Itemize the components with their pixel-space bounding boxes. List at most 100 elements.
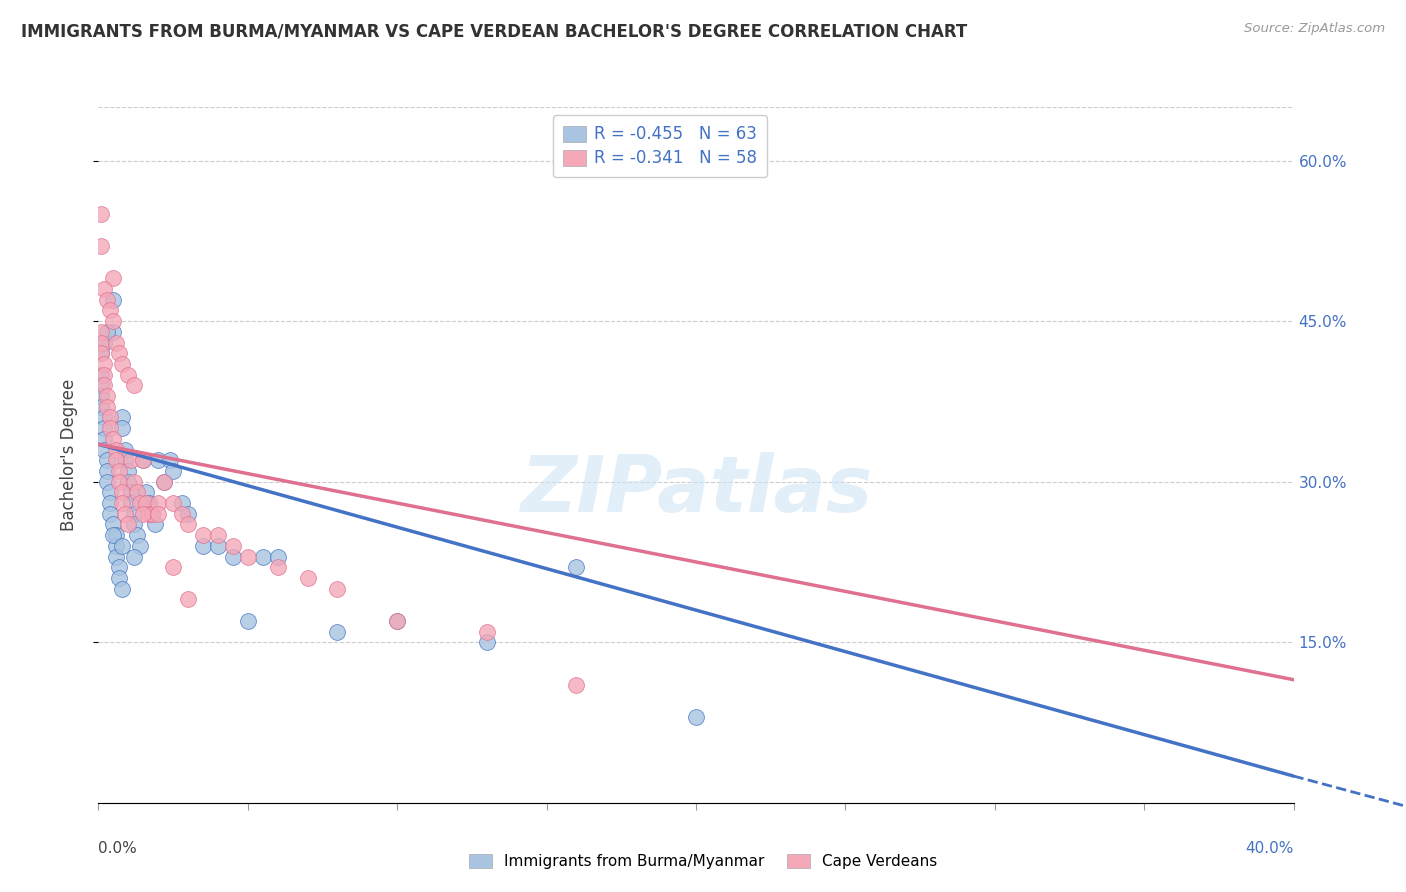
- Point: [90, 239, 112, 253]
- Point: [385, 614, 409, 628]
- Point: [172, 496, 194, 510]
- Point: [111, 539, 134, 553]
- Point: [326, 624, 349, 639]
- Point: [105, 528, 128, 542]
- Point: [117, 464, 139, 478]
- Point: [96, 475, 118, 489]
- Point: [124, 378, 146, 392]
- Point: [120, 485, 142, 500]
- Point: [162, 464, 184, 478]
- Legend: R = -0.455   N = 63, R = -0.341   N = 58: R = -0.455 N = 63, R = -0.341 N = 58: [553, 115, 768, 178]
- Point: [117, 517, 139, 532]
- Point: [222, 549, 245, 564]
- Point: [103, 432, 125, 446]
- Point: [96, 389, 118, 403]
- Point: [129, 539, 152, 553]
- Point: [90, 389, 112, 403]
- Point: [124, 507, 146, 521]
- Point: [385, 614, 409, 628]
- Point: [93, 368, 115, 382]
- Point: [111, 410, 134, 425]
- Point: [153, 475, 176, 489]
- Point: [100, 496, 122, 510]
- Point: [100, 421, 122, 435]
- Point: [127, 528, 149, 542]
- Point: [132, 453, 155, 467]
- Point: [141, 507, 163, 521]
- Point: [159, 453, 181, 467]
- Point: [105, 442, 128, 457]
- Point: [93, 335, 115, 350]
- Point: [117, 475, 139, 489]
- Point: [114, 507, 136, 521]
- Point: [96, 325, 118, 339]
- Point: [103, 528, 125, 542]
- Point: [93, 282, 115, 296]
- Point: [120, 496, 142, 510]
- Point: [108, 571, 131, 585]
- Point: [148, 507, 170, 521]
- Point: [90, 346, 112, 360]
- Point: [297, 571, 319, 585]
- Point: [177, 507, 200, 521]
- Point: [191, 528, 214, 542]
- Point: [90, 207, 112, 221]
- Point: [100, 410, 122, 425]
- Point: [148, 496, 170, 510]
- Legend: Immigrants from Burma/Myanmar, Cape Verdeans: Immigrants from Burma/Myanmar, Cape Verd…: [463, 848, 943, 875]
- Point: [105, 453, 128, 467]
- Point: [162, 560, 184, 574]
- Point: [141, 507, 163, 521]
- Point: [124, 549, 146, 564]
- Point: [96, 293, 118, 307]
- Point: [565, 560, 588, 574]
- Text: IMMIGRANTS FROM BURMA/MYANMAR VS CAPE VERDEAN BACHELOR'S DEGREE CORRELATION CHAR: IMMIGRANTS FROM BURMA/MYANMAR VS CAPE VE…: [21, 22, 967, 40]
- Point: [93, 357, 115, 371]
- Point: [267, 549, 290, 564]
- Point: [93, 410, 115, 425]
- Point: [138, 507, 160, 521]
- Point: [326, 582, 349, 596]
- Point: [236, 614, 259, 628]
- Point: [100, 303, 122, 318]
- Point: [93, 421, 115, 435]
- Point: [162, 496, 184, 510]
- Point: [105, 539, 128, 553]
- Point: [207, 528, 229, 542]
- Point: [132, 507, 155, 521]
- Point: [90, 400, 112, 414]
- Text: Source: ZipAtlas.com: Source: ZipAtlas.com: [1244, 22, 1385, 36]
- Text: 40.0%: 40.0%: [1246, 841, 1294, 856]
- Point: [90, 368, 112, 382]
- Point: [191, 539, 214, 553]
- Point: [103, 293, 125, 307]
- Point: [93, 378, 115, 392]
- Point: [103, 325, 125, 339]
- Point: [103, 271, 125, 285]
- Point: [108, 346, 131, 360]
- Point: [90, 346, 112, 360]
- Point: [222, 539, 245, 553]
- Point: [252, 549, 274, 564]
- Point: [111, 582, 134, 596]
- Point: [207, 539, 229, 553]
- Point: [93, 442, 115, 457]
- Point: [475, 624, 498, 639]
- Point: [111, 357, 134, 371]
- Point: [124, 517, 146, 532]
- Point: [685, 710, 707, 724]
- Point: [177, 517, 200, 532]
- Point: [114, 453, 136, 467]
- Point: [565, 678, 588, 692]
- Point: [108, 560, 131, 574]
- Point: [172, 507, 194, 521]
- Point: [129, 496, 152, 510]
- Point: [124, 475, 146, 489]
- Point: [96, 464, 118, 478]
- Point: [105, 549, 128, 564]
- Point: [108, 475, 131, 489]
- Point: [153, 475, 176, 489]
- Text: ZIPatlas: ZIPatlas: [520, 451, 872, 528]
- Point: [96, 400, 118, 414]
- Point: [114, 442, 136, 457]
